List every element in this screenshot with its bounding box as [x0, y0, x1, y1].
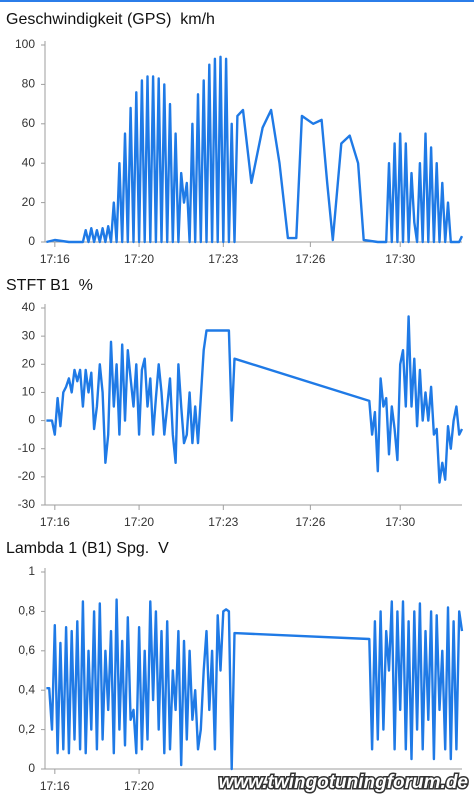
- charts: Geschwindigkeit (GPS) km/h02040608010017…: [6, 11, 464, 793]
- y-tick-label: -10: [18, 441, 36, 455]
- y-tick-label: 40: [22, 300, 36, 314]
- chart-title: STFT B1 %: [6, 277, 93, 294]
- x-tick-label: 17:16: [40, 252, 70, 266]
- x-tick-label: 17:20: [124, 515, 154, 529]
- y-tick-label: 60: [22, 116, 36, 130]
- chart-title: Lambda 1 (B1) Spg. V: [6, 540, 169, 557]
- x-tick-label: 17:16: [40, 515, 70, 529]
- y-tick-label: 10: [22, 385, 36, 399]
- x-tick-label: 17:23: [208, 252, 238, 266]
- y-tick-label: 0: [28, 234, 35, 248]
- data-line: [46, 598, 464, 771]
- y-tick-label: -30: [18, 497, 36, 511]
- x-tick-label: 17:30: [385, 515, 415, 529]
- x-tick-label: 17:16: [40, 779, 70, 793]
- y-tick-label: 100: [15, 37, 35, 51]
- y-tick-label: 1: [28, 564, 35, 578]
- y-tick-label: 80: [22, 77, 36, 91]
- y-tick-label: 0: [28, 761, 35, 775]
- y-tick-label: 20: [22, 356, 36, 370]
- y-tick-label: 0: [28, 413, 35, 427]
- y-tick-label: 0,6: [18, 643, 35, 657]
- y-tick-label: 0,4: [18, 682, 35, 696]
- x-tick-label: 17:20: [124, 252, 154, 266]
- watermark: www.twingotuningforum.de: [219, 772, 469, 793]
- x-tick-label: 17:30: [385, 252, 415, 266]
- data-line: [46, 55, 464, 244]
- y-tick-label: 40: [22, 155, 36, 169]
- y-tick-label: 30: [22, 328, 36, 342]
- x-tick-label: 17:26: [295, 515, 325, 529]
- y-tick-label: -20: [18, 469, 36, 483]
- y-tick-label: 20: [22, 195, 36, 209]
- x-tick-label: 17:26: [295, 252, 325, 266]
- y-tick-label: 0,8: [18, 604, 35, 618]
- chart-title: Geschwindigkeit (GPS) km/h: [6, 11, 215, 28]
- data-line: [46, 315, 464, 484]
- x-tick-label: 17:23: [208, 515, 238, 529]
- x-tick-label: 17:20: [124, 779, 154, 793]
- y-tick-label: 0,2: [18, 722, 35, 736]
